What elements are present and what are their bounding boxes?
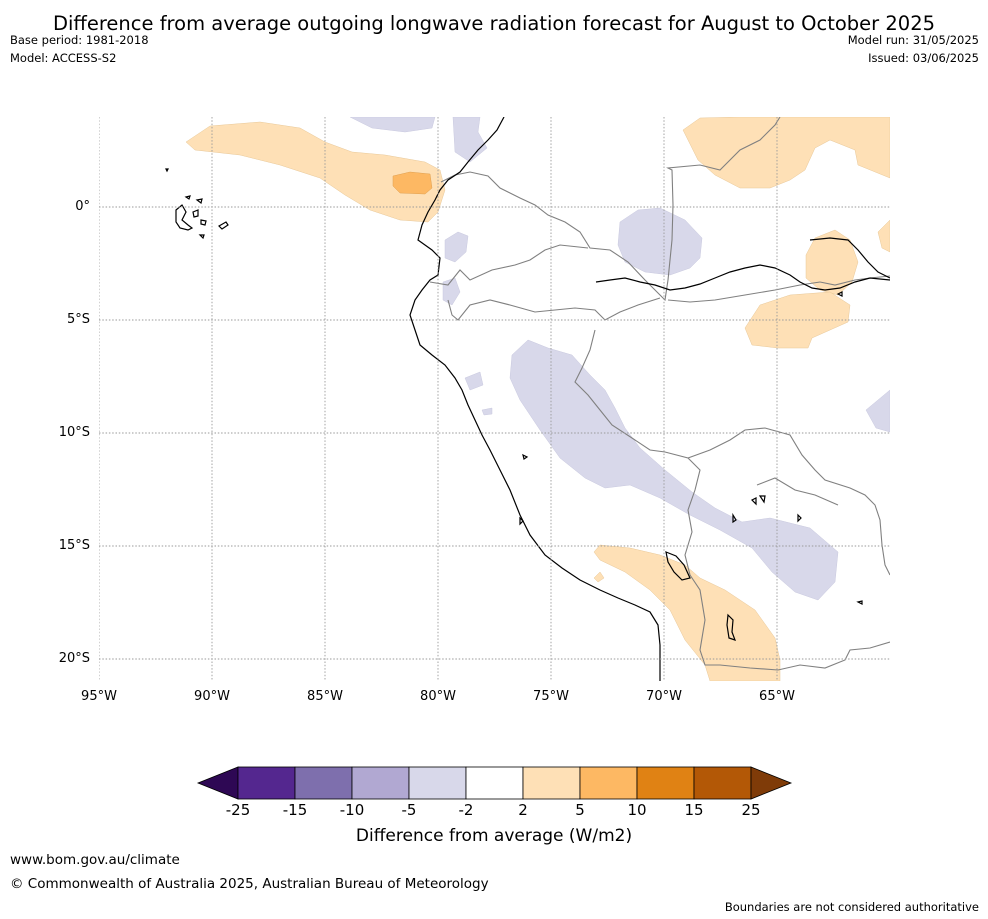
colorbar-label: Difference from average (W/m2) (355, 826, 633, 846)
colorbar-tick: -15 (282, 801, 308, 819)
positive-anomaly-regions (185, 117, 890, 681)
lon-label-65w: 65°W (759, 689, 795, 704)
map-title: Difference from average outgoing longwav… (52, 12, 936, 35)
colorbar-tick: 2 (518, 801, 528, 819)
colorbar-extend-right (750, 766, 793, 800)
colorbar-tick: -5 (401, 801, 417, 819)
lat-label-15s: 15°S (58, 538, 90, 553)
lat-label-10s: 10°S (58, 425, 90, 440)
model-run-label: Model run: 31/05/2025 (847, 33, 979, 47)
lon-label-75w: 75°W (533, 689, 569, 704)
strong-positive-anomaly-region (392, 171, 433, 195)
issued-label: Issued: 03/06/2025 (868, 51, 979, 65)
colorbar-tick: 10 (627, 801, 647, 819)
colorbar-tick: -25 (225, 801, 251, 819)
colorbar (196, 766, 793, 800)
disclaimer-text: Boundaries are not considered authoritat… (724, 900, 979, 914)
website-link[interactable]: www.bom.gov.au/climate (10, 852, 180, 868)
map-area (99, 117, 890, 681)
lat-label-20s: 20°S (58, 651, 90, 666)
colorbar-extend-left (196, 766, 239, 800)
colorbar-tick: 5 (575, 801, 585, 819)
lon-label-85w: 85°W (307, 689, 343, 704)
copyright-text: © Commonwealth of Australia 2025, Austra… (10, 876, 489, 892)
colorbar-tick: 15 (684, 801, 704, 819)
negative-anomaly-regions (349, 117, 890, 601)
lat-label-0: 0° (75, 199, 90, 214)
graticule (99, 117, 890, 681)
lon-label-70w: 70°W (646, 689, 682, 704)
lat-label-5s: 5°S (66, 312, 90, 327)
lon-label-90w: 90°W (194, 689, 230, 704)
lon-label-80w: 80°W (420, 689, 456, 704)
country-boundaries (429, 117, 890, 671)
lon-label-95w: 95°W (81, 689, 117, 704)
colorbar-tick: -10 (339, 801, 365, 819)
colorbar-tick: -2 (458, 801, 474, 819)
colorbar-tick: 25 (741, 801, 761, 819)
base-period-label: Base period: 1981-2018 (10, 33, 149, 47)
model-label: Model: ACCESS-S2 (10, 51, 117, 65)
